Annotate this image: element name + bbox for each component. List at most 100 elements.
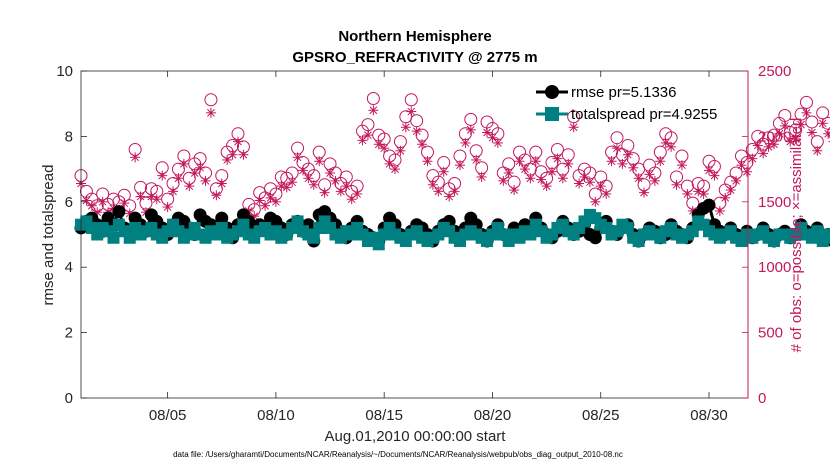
x-tick-label: 08/30 — [690, 407, 728, 424]
y-axis-left-label: rmse and totalspread — [40, 165, 57, 306]
obs-assimilated-point — [817, 118, 828, 129]
obs-assimilated-point — [823, 128, 830, 139]
obs-assimilated-point — [81, 195, 92, 206]
obs-assimilated-point — [601, 188, 612, 199]
obs-assimilated-point — [525, 173, 536, 184]
x-tick-label: 08/25 — [582, 407, 620, 424]
obs-assimilated-point — [752, 140, 763, 151]
obs-assimilated-point — [368, 105, 379, 116]
obs-assimilated-point — [655, 156, 666, 167]
obs-assimilated-point — [595, 181, 606, 192]
obs-assimilated-point — [460, 137, 471, 148]
obs-assimilated-point — [552, 153, 563, 164]
obs-assimilated-point — [568, 122, 579, 133]
obs-assimilated-point — [200, 175, 211, 186]
obs-assimilated-point — [644, 169, 655, 180]
obs-assimilated-point — [444, 191, 455, 202]
obs-assimilated-point — [530, 156, 541, 167]
obs-assimilated-point — [325, 168, 336, 179]
obs-possible-point — [805, 115, 819, 129]
y-right-tick-label: 500 — [758, 325, 783, 342]
obs-assimilated-point — [308, 179, 319, 190]
y-right-tick-label: 2000 — [758, 128, 791, 145]
totalspread-point — [822, 228, 830, 241]
obs-assimilated-point — [801, 107, 812, 118]
totalspread-point — [502, 235, 515, 248]
legend-rmse-marker — [545, 85, 559, 99]
obs-assimilated-point — [682, 188, 693, 199]
obs-assimilated-point — [812, 145, 823, 156]
totalspread-point — [372, 238, 385, 251]
obs-assimilated-point — [736, 160, 747, 171]
y-left-tick-label: 2 — [65, 325, 73, 342]
totalspread-point — [107, 231, 120, 244]
obs-assimilated-point — [741, 166, 752, 177]
obs-assimilated-point — [352, 188, 363, 199]
obs-assimilated-point — [178, 158, 189, 169]
obs-assimilated-point — [768, 139, 779, 150]
x-tick-label: 08/10 — [257, 407, 295, 424]
obs-assimilated-point — [606, 156, 617, 167]
obs-assimilated-point — [660, 137, 671, 148]
obs-assimilated-point — [151, 194, 162, 205]
obs-assimilated-point — [514, 156, 525, 167]
obs-assimilated-point — [720, 192, 731, 203]
obs-assimilated-point — [341, 181, 352, 192]
chart-title-line2: GPSRO_REFRACTIVITY @ 2775 m — [292, 49, 537, 66]
chart-title-line1: Northern Hemisphere — [338, 28, 491, 45]
obs-assimilated-point — [184, 181, 195, 192]
obs-assimilated-point — [758, 148, 769, 159]
obs-assimilated-point — [195, 162, 206, 173]
obs-assimilated-point — [303, 173, 314, 184]
obs-assimilated-point — [796, 119, 807, 130]
obs-assimilated-point — [373, 139, 384, 150]
obs-assimilated-point — [427, 179, 438, 190]
obs-assimilated-point — [698, 188, 709, 199]
legend-rmse-label: rmse pr=5.1336 — [571, 84, 676, 101]
obs-assimilated-point — [454, 160, 465, 171]
rmse-point — [588, 231, 602, 245]
obs-assimilated-point — [536, 174, 547, 185]
obs-assimilated-point — [119, 198, 130, 209]
y-axis-right-label: # of obs: o=possible; ×=assimilated — [788, 118, 805, 353]
totalspread-point — [827, 231, 830, 244]
obs-assimilated-point — [547, 166, 558, 177]
obs-assimilated-point — [422, 156, 433, 167]
obs-assimilated-point — [130, 152, 141, 163]
obs-assimilated-point — [633, 173, 644, 184]
x-tick-label: 08/05 — [149, 407, 187, 424]
data-file-footer: data file: /Users/gharamti/Documents/NCA… — [173, 450, 623, 459]
obs-assimilated-point — [779, 120, 790, 131]
obs-possible-point — [464, 112, 478, 126]
totalspread-point — [524, 228, 537, 241]
x-tick-label: 08/15 — [365, 407, 403, 424]
y-left-tick-label: 4 — [65, 259, 73, 276]
obs-assimilated-point — [541, 181, 552, 192]
obs-assimilated-point — [173, 173, 184, 184]
obs-assimilated-point — [379, 143, 390, 154]
obs-assimilated-point — [709, 170, 720, 181]
obs-assimilated-point — [503, 168, 514, 179]
obs-assimilated-point — [314, 156, 325, 167]
obs-assimilated-point — [611, 143, 622, 154]
obs-assimilated-point — [617, 158, 628, 169]
obs-assimilated-point — [433, 186, 444, 197]
obs-assimilated-point — [292, 152, 303, 163]
y-right-tick-label: 2500 — [758, 63, 791, 80]
rmse-point — [112, 205, 126, 219]
obs-assimilated-point — [557, 173, 568, 184]
obs-assimilated-point — [465, 124, 476, 135]
obs-assimilated-point — [168, 186, 179, 197]
obs-assimilated-point — [406, 106, 417, 117]
y-left-tick-label: 10 — [56, 63, 73, 80]
rmse-point — [215, 211, 229, 225]
obs-assimilated-point — [411, 126, 422, 137]
obs-assimilated-point — [211, 190, 222, 201]
obs-assimilated-point — [319, 187, 330, 198]
x-tick-label: 08/20 — [474, 407, 512, 424]
obs-possible-point — [610, 131, 624, 145]
obs-possible-point — [366, 91, 380, 105]
rmse-point — [702, 198, 716, 212]
obs-assimilated-point — [671, 179, 682, 190]
